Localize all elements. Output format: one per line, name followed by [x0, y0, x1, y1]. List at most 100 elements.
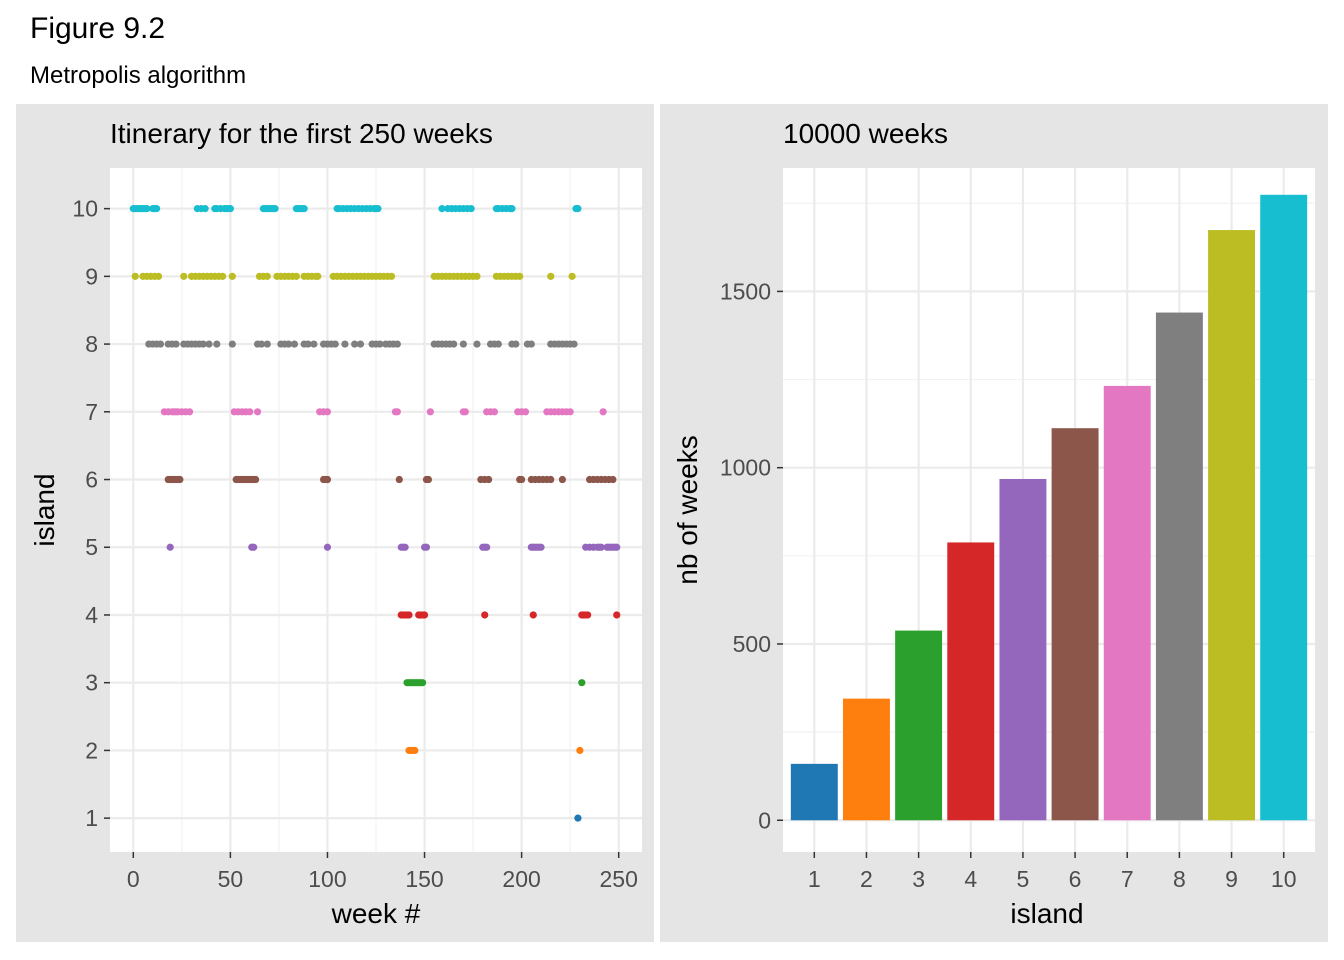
scatter-point-island-7: [490, 408, 499, 416]
scatter-point-island-8: [199, 340, 207, 348]
scatter-point-island-8: [376, 340, 384, 348]
scatter-point-island-4: [584, 611, 592, 619]
bar-island-3: [895, 630, 943, 821]
bar-island-9: [1208, 230, 1256, 821]
figure-subtitle: Metropolis algorithm: [30, 62, 247, 89]
scatter-point-island-8: [459, 340, 467, 348]
scatter-point-island-10: [438, 205, 446, 213]
scatter-y-tick-label: 9: [85, 263, 98, 289]
scatter-point-island-5: [323, 543, 332, 551]
scatter-x-tick-label: 250: [600, 866, 638, 892]
scatter-y-tick-label: 10: [72, 196, 98, 222]
scatter-point-island-3: [578, 679, 586, 687]
scatter-x-tick-label: 0: [127, 866, 140, 892]
scatter-point-island-8: [494, 340, 502, 348]
scatter-points: [129, 205, 621, 822]
scatter-point-island-8: [331, 340, 339, 348]
scatter-point-island-8: [393, 340, 401, 348]
scatter-x-tick-label: 100: [308, 866, 346, 892]
scatter-point-island-2: [411, 746, 419, 755]
scatter-point-island-10: [574, 205, 582, 213]
bar-x-tick-label: 4: [964, 866, 977, 892]
bar-island-5: [999, 478, 1047, 821]
scatter-point-island-9: [263, 272, 271, 280]
scatter-point-island-5: [597, 543, 605, 551]
bar-y-axis-title: nb of weeks: [672, 435, 703, 584]
bar-x-ticks: 1 2 3 4 5 6 7 8 9 10: [808, 852, 1297, 892]
scatter-point-island-10: [201, 205, 209, 213]
bar-y-ticks: 0 500 1000 1500: [720, 278, 783, 833]
scatter-point-island-10: [374, 205, 382, 213]
scatter-point-island-5: [250, 543, 258, 551]
bar-island-4: [947, 542, 995, 821]
scatter-point-island-10: [271, 205, 279, 213]
bar-island-2: [842, 698, 890, 821]
bar-y-tick-label: 1500: [720, 278, 771, 304]
scatter-point-island-9: [131, 272, 139, 280]
scatter-point-island-8: [172, 340, 180, 348]
bar-x-tick-label: 1: [808, 866, 821, 892]
scatter-y-tick-label: 2: [85, 737, 98, 763]
figure-title: Figure 9.2: [30, 12, 166, 45]
bar-island-6: [1051, 428, 1099, 821]
scatter-point-island-8: [290, 340, 299, 348]
scatter-point-island-7: [186, 408, 194, 416]
scatter-point-island-5: [166, 543, 174, 551]
scatter-point-island-9: [516, 272, 524, 280]
bar-x-tick-label: 5: [1017, 866, 1030, 892]
bar-island-10: [1260, 194, 1308, 821]
scatter-y-axis-title: island: [29, 473, 60, 546]
scatter-point-island-5: [613, 543, 621, 551]
scatter-point-island-7: [521, 408, 530, 416]
scatter-point-island-4: [405, 611, 413, 619]
scatter-y-tick-label: 1: [85, 805, 98, 831]
scatter-point-island-8: [285, 340, 293, 348]
scatter-point-island-10: [152, 205, 161, 213]
scatter-point-island-10: [508, 205, 516, 213]
bar-bars: [790, 194, 1308, 821]
scatter-point-island-9: [568, 272, 576, 280]
scatter-point-island-6: [395, 475, 403, 484]
scatter-point-island-6: [518, 475, 526, 484]
scatter-point-island-7: [566, 408, 574, 416]
scatter-point-island-10: [300, 205, 308, 213]
scatter-point-island-6: [485, 475, 493, 484]
scatter-point-island-8: [304, 340, 312, 348]
scatter-point-island-4: [420, 611, 429, 619]
scatter-point-island-8: [228, 340, 236, 348]
scatter-point-island-8: [213, 340, 221, 348]
scatter-point-island-10: [467, 205, 475, 213]
bar-y-tick-label: 0: [758, 807, 771, 833]
bar-x-tick-label: 2: [860, 866, 873, 892]
scatter-point-island-5: [483, 543, 491, 551]
scatter-point-island-8: [356, 340, 365, 348]
bar-x-tick-label: 6: [1069, 866, 1082, 892]
bar-y-tick-label: 1000: [720, 455, 771, 481]
scatter-point-island-9: [387, 272, 396, 280]
bar-x-tick-label: 8: [1173, 866, 1186, 892]
scatter-point-island-8: [205, 340, 213, 348]
scatter-point-island-1: [574, 814, 582, 822]
scatter-x-ticks: 0 50 100 150 200 250: [127, 852, 638, 892]
scatter-point-island-5: [422, 543, 431, 551]
scatter-point-island-6: [424, 475, 433, 484]
scatter-point-island-9: [228, 272, 236, 280]
bar-title: 10000 weeks: [783, 118, 948, 149]
scatter-title: Itinerary for the first 250 weeks: [110, 118, 493, 149]
scatter-y-tick-label: 3: [85, 670, 98, 696]
scatter-point-island-10: [226, 205, 234, 213]
scatter-point-island-6: [323, 475, 332, 484]
scatter-point-island-7: [246, 408, 254, 416]
scatter-x-tick-label: 200: [502, 866, 540, 892]
scatter-point-island-6: [609, 475, 617, 484]
scatter-y-ticks: 1 2 3 4 5 6 7 8 9 10: [72, 196, 110, 831]
scatter-point-island-9: [473, 272, 481, 280]
scatter-point-island-7: [599, 408, 607, 416]
scatter-point-island-7: [323, 408, 332, 416]
bar-x-tick-label: 7: [1121, 866, 1134, 892]
scatter-panel: Itinerary for the first 250 weeks 0 50 100…: [16, 104, 654, 942]
scatter-point-island-7: [461, 408, 469, 416]
scatter-point-island-5: [537, 543, 545, 551]
scatter-point-island-4: [529, 611, 537, 619]
scatter-y-tick-label: 6: [85, 467, 98, 493]
